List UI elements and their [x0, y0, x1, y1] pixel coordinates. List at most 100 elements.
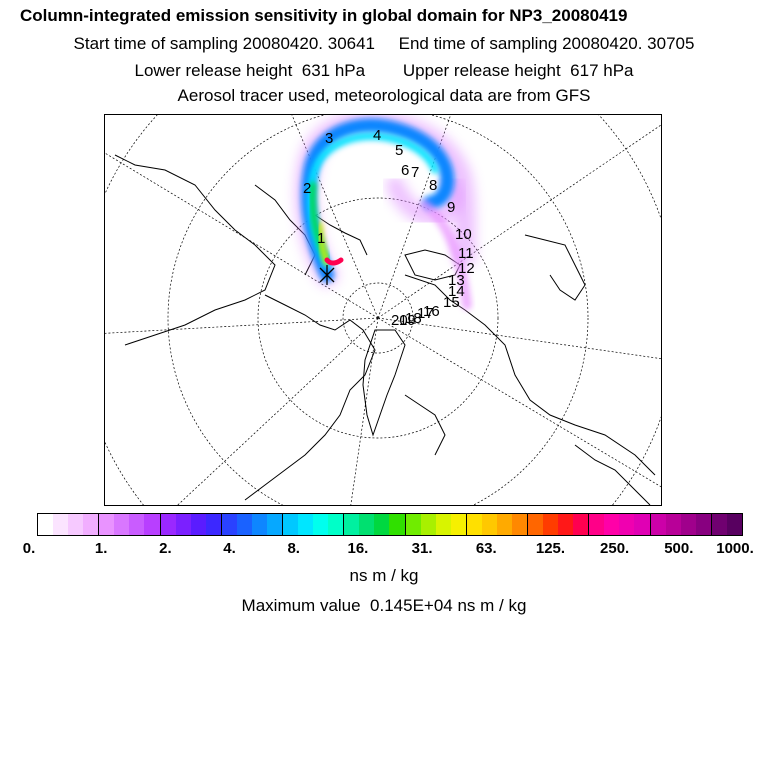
- colorbar-segment: [466, 514, 482, 535]
- hour-label-14: 14: [448, 283, 465, 300]
- coastline-iceland: [404, 394, 446, 456]
- colorbar-segment: [634, 514, 651, 535]
- colorbar-segment: [283, 514, 299, 535]
- coastline-arctic-islands: [314, 214, 368, 256]
- colorbar-tick-label: 250.: [600, 540, 630, 557]
- colorbar-segment: [129, 514, 145, 535]
- colorbar-units: ns m / kg: [349, 566, 419, 585]
- coastlines: [114, 154, 656, 505]
- latitude-circle-60: [167, 115, 589, 505]
- hour-label-2: 2: [303, 180, 311, 197]
- colorbar-tick-label: 1000.: [716, 540, 754, 557]
- hour-label-18: 18: [405, 310, 422, 327]
- meridian: [105, 152, 379, 319]
- colorbar-tick-label: 31.: [411, 540, 433, 557]
- latitude-circle-80: [342, 282, 414, 354]
- colorbar-segment: [389, 514, 406, 535]
- colorbar-tick-label: 2.: [159, 540, 172, 557]
- colorbar: [37, 513, 743, 536]
- hour-label-3: 3: [325, 130, 333, 147]
- plume-core-red: [324, 257, 344, 266]
- colorbar-segment: [589, 514, 605, 535]
- hour-label-17: 17: [417, 305, 434, 322]
- coastline-canada: [244, 294, 376, 501]
- hour-label-4: 4: [373, 127, 381, 144]
- colorbar-segment: [573, 514, 590, 535]
- plume-band-cyan: [307, 132, 439, 269]
- colorbar-segment: [328, 514, 345, 535]
- colorbar-segment: [221, 514, 237, 535]
- colorbar-tick-label: 63.: [475, 540, 497, 557]
- hour-label-6: 6: [401, 162, 409, 179]
- polar-map: 1 2 3 4 5 6 7 8 9 10 11 12 13 14 15 16 1…: [104, 114, 662, 506]
- coastline-siberia: [114, 154, 276, 346]
- colorbar-segment: [496, 514, 512, 535]
- latitude-circle-70: [257, 197, 499, 439]
- colorbar-segment: [543, 514, 559, 535]
- colorbar-segment: [420, 514, 436, 535]
- colorbar-tick-label: 0.: [22, 540, 36, 557]
- colorbar-segment: [680, 514, 696, 535]
- meridian: [377, 317, 661, 360]
- colorbar-segment: [38, 514, 54, 535]
- colorbar-segment: [374, 514, 390, 535]
- colorbar-tick-label: 125.: [535, 540, 566, 557]
- meridian: [377, 124, 661, 319]
- map-canvas: 1 2 3 4 5 6 7 8 9 10 11 12 13 14 15 16 1…: [105, 115, 661, 505]
- hour-label-11: 11: [458, 245, 474, 262]
- tracer-info-line: Aerosol tracer used, meteorological data…: [177, 86, 591, 105]
- hour-label-5: 5: [395, 142, 403, 159]
- hour-label-9: 9: [447, 199, 455, 216]
- colorbar-segment: [251, 514, 267, 535]
- coastline-novaya-zemlya: [524, 234, 586, 301]
- colorbar-segment: [435, 514, 451, 535]
- hour-label-1: 1: [317, 230, 325, 247]
- plot-title: Column-integrated emission sensitivity i…: [20, 6, 628, 25]
- colorbar-segment: [99, 514, 115, 535]
- colorbar-segment: [405, 514, 421, 535]
- colorbar-segment: [528, 514, 544, 535]
- colorbar-segment: [650, 514, 666, 535]
- meridian: [377, 317, 661, 488]
- colorbar-segment: [558, 514, 574, 535]
- hour-label-20: 20: [391, 312, 408, 329]
- colorbar-segment: [726, 514, 742, 535]
- colorbar-segment: [344, 514, 360, 535]
- coastline-europe: [574, 444, 651, 505]
- colorbar-segment: [68, 514, 84, 535]
- colorbar-segment: [619, 514, 635, 535]
- hour-label-16: 16: [423, 303, 440, 320]
- colorbar-tick-label: 8.: [287, 540, 300, 557]
- colorbar-segment: [511, 514, 528, 535]
- coastline-greenland: [362, 329, 406, 437]
- colorbar-segment: [236, 514, 252, 535]
- colorbar-segment: [175, 514, 191, 535]
- sensitivity-plume: [295, 115, 476, 310]
- colorbar-segment: [205, 514, 222, 535]
- colorbar-segment: [83, 514, 100, 535]
- hour-label-7: 7: [411, 164, 419, 181]
- colorbar-segment: [695, 514, 712, 535]
- hour-label-13: 13: [448, 272, 465, 289]
- graticule: [105, 115, 661, 505]
- plume-tail-magenta: [420, 200, 472, 310]
- colorbar-segment: [665, 514, 681, 535]
- hour-label-15: 15: [443, 294, 460, 311]
- colorbar-segment: [604, 514, 620, 535]
- colorbar-segment: [190, 514, 206, 535]
- release-point-marker: [319, 265, 335, 285]
- colorbar-segment: [144, 514, 161, 535]
- colorbar-segment: [53, 514, 69, 535]
- colorbar-tick-label: 1.: [94, 540, 108, 557]
- colorbar-tick-labels: 0. 1. 2. 4. 8. 16. 31. 63. 125. 250. 500. 1000.: [0, 540, 768, 560]
- meridian: [105, 317, 379, 334]
- colorbar-segment: [450, 514, 467, 535]
- colorbar-segment: [711, 514, 727, 535]
- colorbar-segment: [481, 514, 497, 535]
- colorbar-tick-label: 4.: [223, 540, 236, 557]
- hour-label-19: 19: [399, 312, 416, 329]
- colorbar-tick-label: 500.: [664, 540, 694, 557]
- colorbar-segment: [313, 514, 329, 535]
- colorbar-segment: [114, 514, 130, 535]
- coastline-scandinavia: [404, 274, 656, 476]
